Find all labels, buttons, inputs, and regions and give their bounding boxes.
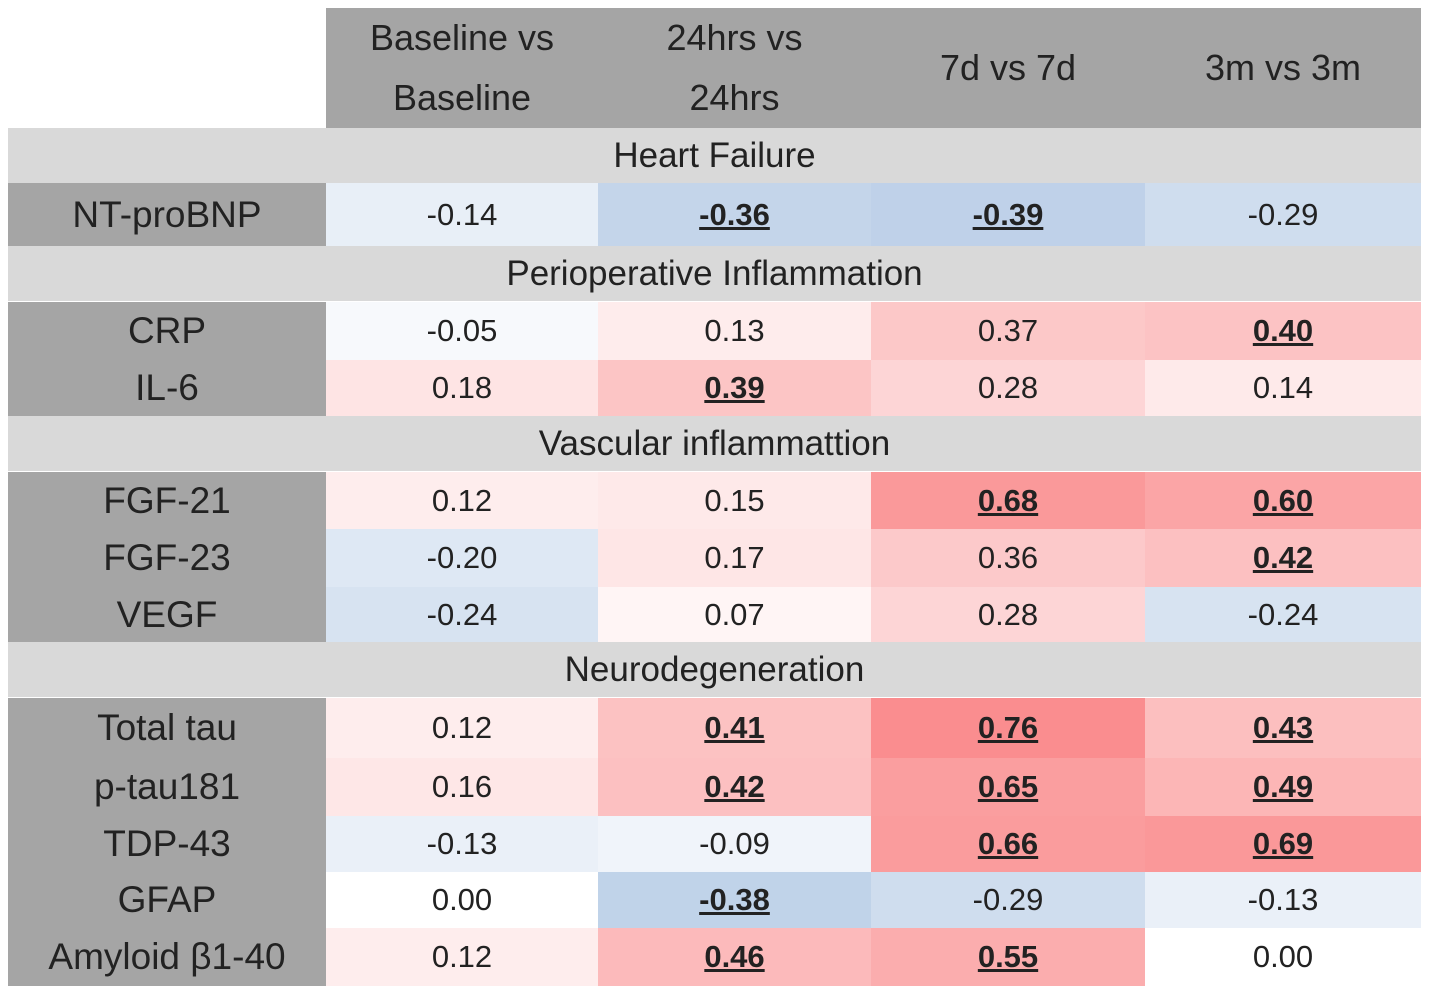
cell-value: 0.12 <box>326 928 598 986</box>
cell-value: 0.55 <box>871 928 1145 986</box>
cell-value: 0.65 <box>871 758 1145 816</box>
cell-value: 0.66 <box>871 816 1145 872</box>
cell-value: 0.17 <box>598 529 871 587</box>
cell-value: -0.20 <box>326 529 598 587</box>
row-label: Amyloid β1-40 <box>8 928 326 986</box>
cell-value: 0.36 <box>871 529 1145 587</box>
column-header: Baseline vs Baseline <box>326 8 598 128</box>
section-title: Vascular inflammattion <box>8 416 1421 471</box>
cell-value: 0.46 <box>598 928 871 986</box>
cell-value: 0.18 <box>326 360 598 416</box>
cell-value: -0.24 <box>1145 587 1421 642</box>
row-label: VEGF <box>8 587 326 642</box>
cell-value: 0.28 <box>871 587 1145 642</box>
cell-value: 0.68 <box>871 472 1145 529</box>
cell-value: 0.41 <box>598 698 871 758</box>
cell-value: -0.05 <box>326 302 598 360</box>
cell-value: 0.43 <box>1145 698 1421 758</box>
cell-value: 0.37 <box>871 302 1145 360</box>
cell-value: -0.24 <box>326 587 598 642</box>
cell-value: 0.40 <box>1145 302 1421 360</box>
cell-value: 0.39 <box>598 360 871 416</box>
row-label: FGF-21 <box>8 472 326 529</box>
cell-value: -0.39 <box>871 183 1145 246</box>
cell-value: -0.38 <box>598 872 871 928</box>
cell-value: -0.36 <box>598 183 871 246</box>
cell-value: 0.12 <box>326 472 598 529</box>
section-title: Heart Failure <box>8 128 1421 183</box>
cell-value: 0.00 <box>1145 928 1421 986</box>
row-label: Total tau <box>8 698 326 758</box>
row-label: NT-proBNP <box>8 183 326 246</box>
section-title: Neurodegeneration <box>8 642 1421 697</box>
cell-value: -0.13 <box>1145 872 1421 928</box>
cell-value: 0.76 <box>871 698 1145 758</box>
cell-value: 0.42 <box>598 758 871 816</box>
cell-value: 0.28 <box>871 360 1145 416</box>
row-label: FGF-23 <box>8 529 326 587</box>
cell-value: -0.14 <box>326 183 598 246</box>
column-header: 24hrs vs 24hrs <box>598 8 871 128</box>
row-label: GFAP <box>8 872 326 928</box>
cell-value: 0.07 <box>598 587 871 642</box>
cell-value: 0.00 <box>326 872 598 928</box>
cell-value: 0.49 <box>1145 758 1421 816</box>
row-label: TDP-43 <box>8 816 326 872</box>
cell-value: -0.29 <box>1145 183 1421 246</box>
cell-value: 0.15 <box>598 472 871 529</box>
cell-value: 0.14 <box>1145 360 1421 416</box>
cell-value: -0.09 <box>598 816 871 872</box>
cell-value: 0.13 <box>598 302 871 360</box>
cell-value: 0.16 <box>326 758 598 816</box>
cell-value: 0.42 <box>1145 529 1421 587</box>
column-header: 3m vs 3m <box>1145 8 1421 128</box>
cell-value: 0.69 <box>1145 816 1421 872</box>
cell-value: -0.13 <box>326 816 598 872</box>
cell-value: -0.29 <box>871 872 1145 928</box>
column-header: 7d vs 7d <box>871 8 1145 128</box>
cell-value: 0.12 <box>326 698 598 758</box>
row-label: p-tau181 <box>8 758 326 816</box>
cell-value: 0.60 <box>1145 472 1421 529</box>
row-label: IL-6 <box>8 360 326 416</box>
row-label: CRP <box>8 302 326 360</box>
section-title: Perioperative Inflammation <box>8 246 1421 301</box>
